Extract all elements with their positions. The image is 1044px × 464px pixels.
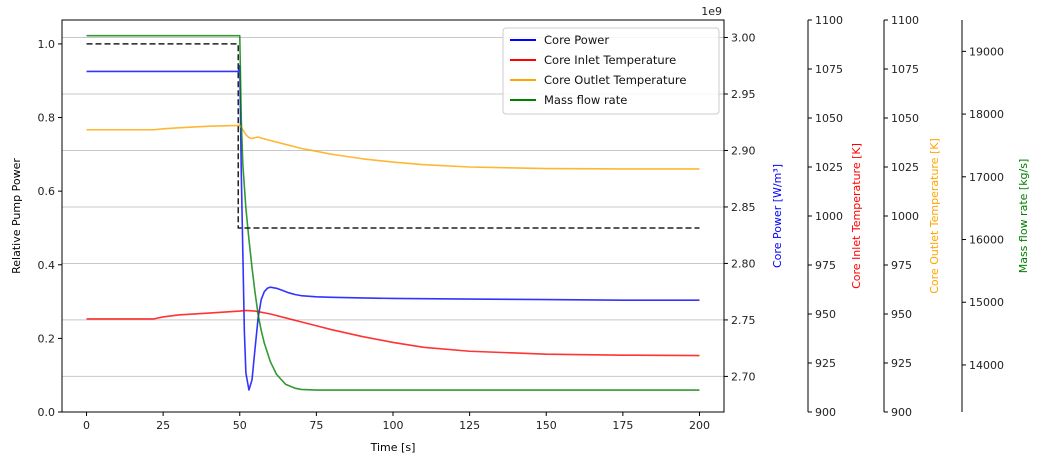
legend-label-core-outlet-temperature: Core Outlet Temperature	[544, 73, 686, 87]
mass-flow-rate-tick-label-4: 18000	[969, 108, 1004, 121]
core-inlet-temperature-tick-label-2: 950	[815, 308, 836, 321]
mass-flow-rate-tick-label-0: 14000	[969, 359, 1004, 372]
core-outlet-temperature-tick-label-7: 1075	[891, 63, 919, 76]
left-tick-label-0: 0.0	[38, 406, 56, 419]
x-axis-label: Time [s]	[370, 441, 416, 454]
x-tick-label-0: 0	[83, 419, 90, 432]
core-power-axis-label: Core Power [W/m³]	[771, 164, 784, 268]
core-inlet-temperature-tick-label-1: 925	[815, 357, 836, 370]
mass-flow-rate-tick-label-5: 19000	[969, 45, 1004, 58]
mass-flow-rate-tick-label-1: 15000	[969, 296, 1004, 309]
core-inlet-temperature-axis-label: Core Inlet Temperature [K]	[850, 143, 863, 289]
core-outlet-temperature-axis-label: Core Outlet Temperature [K]	[928, 138, 941, 294]
core-outlet-temperature-tick-label-0: 900	[891, 406, 912, 419]
series-line-core-power	[86, 64, 700, 391]
core-inlet-temperature-tick-label-7: 1075	[815, 63, 843, 76]
x-tick-label-1: 25	[156, 419, 170, 432]
core-inlet-temperature-tick-label-6: 1050	[815, 112, 843, 125]
legend-label-core-inlet-temperature: Core Inlet Temperature	[544, 53, 676, 67]
core-outlet-temperature-tick-label-3: 975	[891, 259, 912, 272]
core-power-tick-label-1: 2.75	[731, 314, 756, 327]
left-tick-label-1: 0.2	[38, 332, 56, 345]
core-inlet-temperature-tick-label-8: 1100	[815, 14, 843, 27]
core-power-tick-label-6: 3.00	[731, 32, 756, 45]
axes-layer: 0 25 50 75 100 125 150 175 200 Time [s] 0.0 0.2 0.4 0…	[10, 5, 1030, 454]
core-inlet-temperature-tick-label-3: 975	[815, 259, 836, 272]
core-outlet-temperature-tick-label-2: 950	[891, 308, 912, 321]
legend-box	[502, 27, 720, 115]
core-power-tick-label-3: 2.85	[731, 201, 756, 214]
left-axis-label: Relative Pump Power	[10, 158, 23, 274]
x-tick-label-7: 175	[612, 419, 633, 432]
x-tick-label-4: 100	[383, 419, 404, 432]
core-power-tick-label-4: 2.90	[731, 144, 756, 157]
core-outlet-temperature-tick-label-8: 1100	[891, 14, 919, 27]
legend-label-core-power: Core Power	[544, 33, 609, 47]
core-outlet-temperature-tick-label-1: 925	[891, 357, 912, 370]
left-tick-label-2: 0.4	[38, 259, 56, 272]
core-power-tick-label-2: 2.80	[731, 257, 756, 270]
core-inlet-temperature-tick-label-0: 900	[815, 406, 836, 419]
series-line-core-outlet-temperature	[86, 124, 700, 170]
x-tick-label-3: 75	[309, 419, 323, 432]
mass-flow-rate-axis-label: Mass flow rate [kg/s]	[1017, 159, 1030, 274]
series-line-core-inlet-temperature	[86, 309, 700, 357]
series-line-relative-pump-power	[86, 43, 700, 229]
legend: Core Power Core Inlet Temperature Core Out…	[502, 27, 720, 115]
legend-label-mass-flow-rate: Mass flow rate	[544, 93, 627, 107]
core-inlet-temperature-tick-label-4: 1000	[815, 210, 843, 223]
core-outlet-temperature-tick-label-4: 1000	[891, 210, 919, 223]
left-tick-label-5: 1.0	[38, 38, 56, 51]
left-tick-label-4: 0.8	[38, 112, 56, 125]
mass-flow-rate-tick-label-3: 17000	[969, 171, 1004, 184]
core-outlet-temperature-tick-label-6: 1050	[891, 112, 919, 125]
core-outlet-temperature-tick-label-5: 1025	[891, 161, 919, 174]
x-tick-label-5: 125	[459, 419, 480, 432]
series-layer	[86, 34, 700, 391]
x-tick-label-6: 150	[536, 419, 557, 432]
core-power-offset-text: 1e9	[701, 5, 722, 18]
series-line-mass-flow-rate	[86, 34, 700, 391]
x-tick-label-2: 50	[233, 419, 247, 432]
x-tick-label-8: 200	[689, 419, 710, 432]
core-power-tick-label-5: 2.95	[731, 88, 756, 101]
mass-flow-rate-tick-label-2: 16000	[969, 234, 1004, 247]
left-tick-label-3: 0.6	[38, 185, 56, 198]
core-inlet-temperature-tick-label-5: 1025	[815, 161, 843, 174]
core-power-tick-label-0: 2.70	[731, 370, 756, 383]
